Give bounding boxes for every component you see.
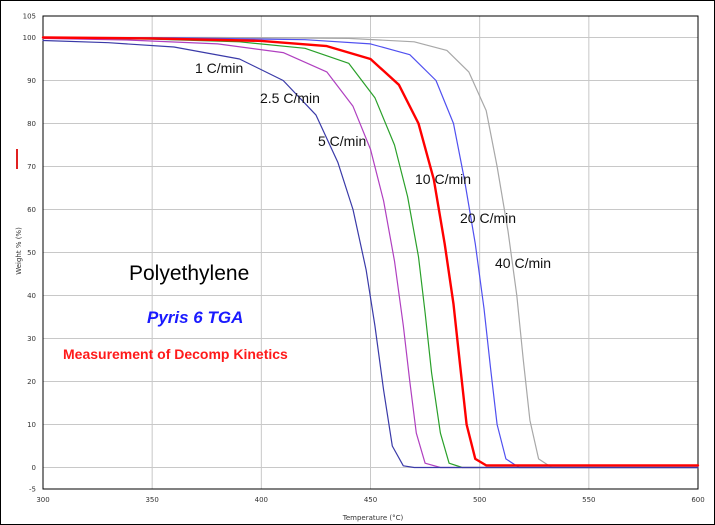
series-line-20-c-min xyxy=(42,36,699,469)
y-tick-label: -5 xyxy=(29,486,36,494)
series-layer xyxy=(41,36,700,469)
x-axis-title: Temperature (°C) xyxy=(342,514,404,522)
series-line-10-c-min xyxy=(41,36,700,467)
y-tick-label: 40 xyxy=(27,292,36,300)
series-label-1-c-min: 1 C/min xyxy=(195,60,243,76)
y-tick-label: 60 xyxy=(27,206,36,214)
y-tick-label: 50 xyxy=(27,249,36,257)
x-tick-label: 550 xyxy=(582,496,595,504)
y-tick-label: 90 xyxy=(27,77,36,85)
plot-border xyxy=(42,15,699,490)
series-line-2-5-c-min xyxy=(42,37,699,469)
series-label-2-5-c-min: 2.5 C/min xyxy=(260,90,320,106)
series-line-1-c-min xyxy=(42,39,699,469)
y-tick-label: 80 xyxy=(27,120,36,128)
series-line-5-c-min xyxy=(42,37,699,469)
x-tick-label: 600 xyxy=(691,496,704,504)
y-axis-title: Weight % (%) xyxy=(15,227,23,275)
y-tick-label: 105 xyxy=(23,13,36,21)
x-tick-label: 500 xyxy=(473,496,486,504)
y-tick-label: 70 xyxy=(27,163,36,171)
x-tick-label: 350 xyxy=(145,496,158,504)
series-line-40-c-min xyxy=(42,36,699,469)
y-tick-label: 10 xyxy=(27,421,36,429)
chart-title: Polyethylene xyxy=(129,262,249,285)
series-label-5-c-min: 5 C/min xyxy=(318,133,366,149)
grid-layer xyxy=(43,16,698,489)
series-label-10-c-min: 10 C/min xyxy=(415,171,471,187)
instrument-subtitle: Pyris 6 TGA xyxy=(147,308,243,327)
x-tick-label: 300 xyxy=(36,496,49,504)
y-tick-label: 100 xyxy=(23,34,36,42)
series-label-20-c-min: 20 C/min xyxy=(460,210,516,226)
x-tick-label: 400 xyxy=(255,496,268,504)
y-tick-label: 0 xyxy=(32,464,36,472)
y-axis-marker xyxy=(16,149,18,169)
y-tick-label: 30 xyxy=(27,335,36,343)
measurement-annotation: Measurement of Decomp Kinetics xyxy=(63,346,288,362)
y-tick-label: 20 xyxy=(27,378,36,386)
x-tick-label: 450 xyxy=(364,496,377,504)
series-label-40-c-min: 40 C/min xyxy=(495,255,551,271)
tick-layer: 300 350 400 450 500 550 600 -5 0 10 20 30 40 50 60 70 80… xyxy=(23,13,705,505)
